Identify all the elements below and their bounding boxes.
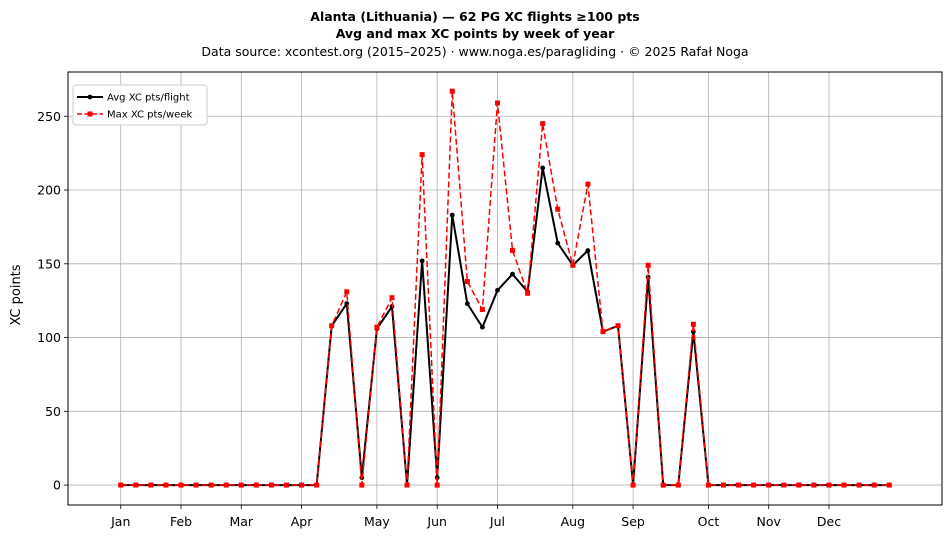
data-point-max <box>510 248 516 254</box>
data-point-max <box>675 482 681 488</box>
data-point-avg <box>419 258 425 264</box>
data-point-max <box>178 482 184 488</box>
data-point-max <box>525 290 531 296</box>
x-tick-label: Oct <box>698 514 720 529</box>
data-point-max <box>796 482 802 488</box>
data-point-max <box>208 482 214 488</box>
data-point-max <box>133 482 139 488</box>
data-point-max <box>329 323 335 329</box>
chart-titles: Alanta (Lithuania) — 62 PG XC flights ≥1… <box>0 8 950 61</box>
data-point-max <box>284 482 289 488</box>
data-point-max <box>585 181 591 187</box>
data-point-max <box>404 482 410 488</box>
data-point-max <box>841 482 847 488</box>
data-point-max <box>705 482 711 488</box>
data-point-avg <box>449 212 455 218</box>
legend: Avg XC pts/flight Max XC pts/week <box>72 84 208 126</box>
data-point-max <box>253 482 259 488</box>
data-point-max <box>540 121 546 127</box>
data-point-max <box>314 482 320 488</box>
x-tick-label: Jul <box>489 514 505 529</box>
legend-marker-avg <box>87 94 93 100</box>
y-tick-label: 200 <box>37 183 61 198</box>
data-point-max <box>419 152 425 158</box>
y-tick-label: 250 <box>37 109 61 124</box>
data-point-avg <box>479 324 485 330</box>
data-point-avg <box>555 240 561 246</box>
series-line-2 <box>120 90 890 486</box>
data-point-max <box>464 278 470 284</box>
data-point-avg <box>510 271 515 277</box>
x-tick-label: Jun <box>426 514 447 529</box>
data-point-max <box>163 482 169 488</box>
x-tick-label: Sep <box>621 514 645 529</box>
x-tick-label: May <box>364 514 390 529</box>
data-point-max <box>826 482 832 488</box>
data-point-max <box>268 482 274 488</box>
data-point-avg <box>464 301 470 307</box>
x-tick-label: Dec <box>817 514 841 529</box>
data-point-max <box>721 482 726 488</box>
data-point-max <box>660 482 666 488</box>
data-point-max <box>781 482 787 488</box>
data-point-max <box>223 482 229 488</box>
data-point-max <box>449 88 455 94</box>
legend-marker-max <box>87 111 93 117</box>
x-tick-label: Mar <box>229 514 253 529</box>
data-point-max <box>600 329 606 335</box>
y-tick-label: 150 <box>37 256 61 271</box>
series-line-1 <box>120 166 890 487</box>
chart-source: Data source: xcontest.org (2015–2025) · … <box>201 44 749 59</box>
data-point-max <box>555 206 561 212</box>
data-point-max <box>299 482 305 488</box>
x-tick-label: Jan <box>110 514 130 529</box>
y-axis-label: XC points <box>9 264 24 325</box>
legend-box <box>72 84 208 126</box>
data-point-max <box>615 323 621 329</box>
chart-title: Alanta (Lithuania) — 62 PG XC flights ≥1… <box>310 9 640 24</box>
data-point-max <box>886 482 892 488</box>
data-point-max <box>193 482 199 488</box>
data-point-max <box>645 262 651 268</box>
x-tick-label: Nov <box>757 514 782 529</box>
data-point-max <box>118 482 124 488</box>
data-point-max <box>811 482 817 488</box>
y-tick-label: 50 <box>45 404 61 419</box>
series-layer <box>118 88 892 488</box>
data-point-max <box>766 482 772 488</box>
x-tick-label: Feb <box>170 514 192 529</box>
y-tick-label: 0 <box>53 478 61 493</box>
data-point-max <box>630 482 636 488</box>
data-point-max <box>736 482 742 488</box>
grid-lines <box>68 72 942 505</box>
data-point-avg <box>495 287 500 293</box>
data-point-max <box>148 482 154 488</box>
data-point-max <box>570 262 576 268</box>
data-point-max <box>479 307 485 313</box>
data-point-max <box>494 100 500 106</box>
data-point-max <box>359 482 365 488</box>
data-point-max <box>238 482 244 488</box>
data-point-avg <box>540 165 546 171</box>
data-point-avg <box>585 248 591 253</box>
data-point-max <box>690 321 696 327</box>
data-point-max <box>374 324 380 330</box>
axes: 0 50 100 150 200 250 Jan Feb Mar Apr May Jun Jul Aug S… <box>37 109 841 529</box>
plot-frame <box>67 71 943 506</box>
data-point-max <box>344 289 350 295</box>
data-point-max <box>871 482 877 488</box>
legend-label: Max XC pts/week <box>107 110 192 121</box>
chart-subtitle: Avg and max XC points by week of year <box>335 26 615 41</box>
legend-label: Avg XC pts/flight <box>107 93 190 104</box>
y-tick-label: 100 <box>37 330 61 345</box>
data-point-max <box>751 482 757 488</box>
data-point-max <box>389 295 395 301</box>
x-tick-label: Aug <box>561 514 585 529</box>
data-point-max <box>434 482 440 488</box>
x-tick-label: Apr <box>291 514 313 529</box>
data-point-max <box>856 482 862 488</box>
